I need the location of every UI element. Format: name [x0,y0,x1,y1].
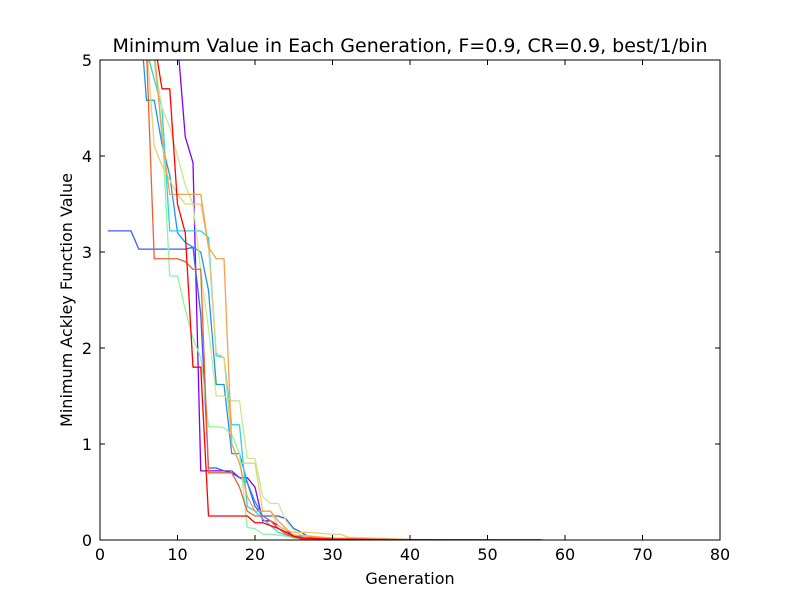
series-line-6 [153,60,542,540]
x-tick-label: 40 [400,545,420,564]
x-axis-title: Generation [365,569,454,588]
y-tick-label: 1 [82,435,92,454]
x-tick-label: 30 [322,545,342,564]
x-tick-label: 80 [710,545,730,564]
x-tick-label: 70 [632,545,652,564]
x-tick-label: 10 [167,545,187,564]
x-tick-label: 0 [95,545,105,564]
y-tick-label: 3 [82,243,92,262]
x-tick-label: 20 [245,545,265,564]
series-line-2 [107,230,542,540]
y-tick-label: 0 [82,531,92,550]
chart-title: Minimum Value in Each Generation, F=0.9,… [112,35,707,57]
series-line-4 [148,60,542,540]
series-line-10 [156,60,542,540]
series-line-8 [154,60,542,540]
series-line-9 [146,60,542,540]
series-line-7 [147,60,542,540]
y-axis-title: Minimum Ackley Function Value [57,173,76,427]
y-tick-label: 2 [82,339,92,358]
series-layer [107,60,542,540]
x-tick-label: 50 [477,545,497,564]
y-tick-label: 4 [82,147,92,166]
y-tick-label: 5 [82,51,92,70]
x-tick-label: 60 [555,545,575,564]
ticks-layer: 0 10 20 30 40 50 60 70 80 0 1 2 3 4 5 [82,51,730,564]
